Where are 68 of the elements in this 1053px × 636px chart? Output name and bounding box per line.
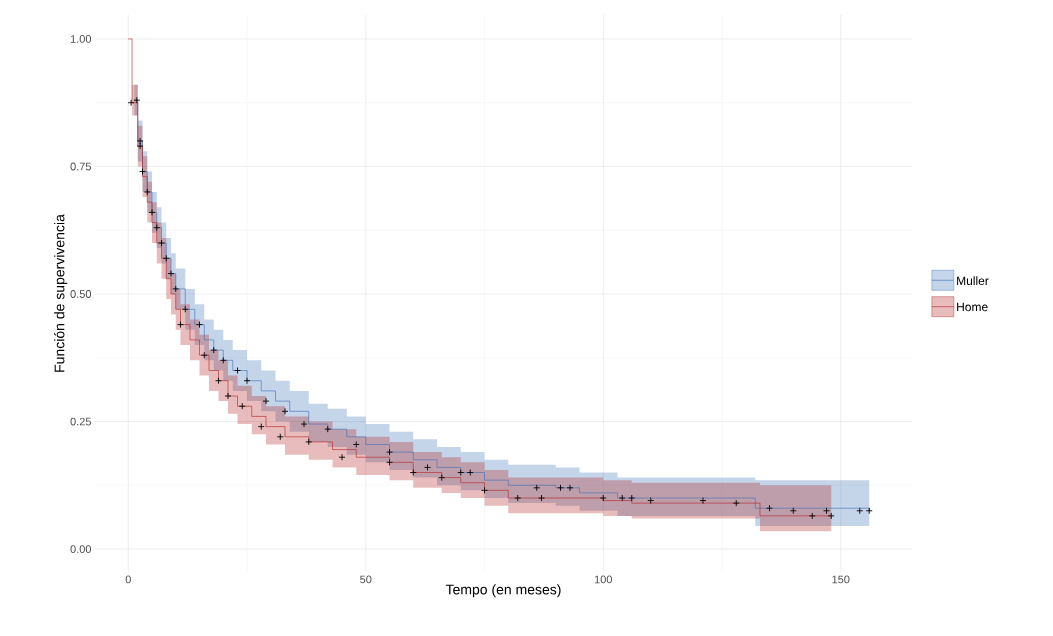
point <box>628 494 636 502</box>
point <box>224 392 232 400</box>
point <box>136 137 144 145</box>
point <box>566 484 574 492</box>
point <box>243 377 251 385</box>
point <box>386 458 393 466</box>
point <box>424 463 431 471</box>
point <box>181 305 189 313</box>
point <box>281 407 289 415</box>
point <box>409 469 417 476</box>
y-tick-label: 0.50 <box>70 290 92 298</box>
point <box>533 484 541 492</box>
point <box>238 402 246 410</box>
y-axis-title: Función de supervivencia <box>53 214 68 372</box>
point <box>153 224 161 232</box>
point <box>158 239 165 247</box>
point <box>599 494 607 502</box>
point <box>557 484 564 492</box>
point <box>766 504 773 512</box>
point <box>466 469 474 476</box>
point <box>127 99 135 107</box>
point <box>808 512 816 520</box>
point <box>538 494 545 502</box>
point <box>167 270 175 278</box>
x-tick-label: 150 <box>832 575 850 584</box>
y-tick-label: 0.25 <box>70 417 91 426</box>
point <box>865 507 873 515</box>
point <box>481 486 488 494</box>
point <box>262 397 270 405</box>
point <box>514 494 522 502</box>
legend-label: Home <box>957 302 988 312</box>
point <box>438 474 446 482</box>
point <box>305 438 313 446</box>
point <box>276 433 284 441</box>
point <box>257 423 265 431</box>
point <box>386 448 393 456</box>
legend-label: Muller <box>957 276 989 285</box>
point <box>172 285 180 293</box>
point <box>618 494 626 502</box>
point <box>133 96 141 104</box>
point <box>200 351 208 359</box>
point <box>457 469 465 476</box>
point <box>219 356 227 364</box>
point <box>338 453 346 461</box>
point <box>324 425 332 433</box>
point <box>148 208 156 216</box>
point <box>196 321 203 329</box>
point <box>352 441 360 448</box>
point <box>162 254 170 262</box>
x-axis-title: Tempo (en meses) <box>445 584 561 598</box>
point <box>699 497 707 505</box>
point <box>856 507 864 515</box>
point <box>139 168 146 176</box>
point <box>215 377 222 385</box>
point <box>143 188 151 196</box>
point <box>177 321 184 329</box>
x-tick-label: 100 <box>594 575 612 584</box>
y-tick-label: 0.75 <box>70 162 91 171</box>
point <box>647 497 655 505</box>
point <box>300 420 308 428</box>
point <box>732 499 740 507</box>
x-tick-label: 50 <box>360 575 372 584</box>
point <box>210 346 218 354</box>
x-tick-label: 0 <box>125 575 131 584</box>
point <box>789 507 797 515</box>
y-tick-label: 1.00 <box>70 35 92 43</box>
point <box>136 142 144 150</box>
y-tick-label: 0.00 <box>70 545 92 553</box>
